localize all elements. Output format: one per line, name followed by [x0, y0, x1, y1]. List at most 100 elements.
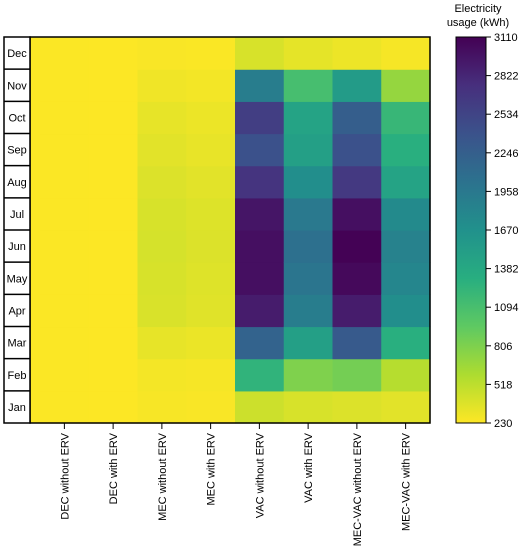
- heatmap-cell: [381, 165, 431, 199]
- month-label: Jun: [8, 241, 26, 253]
- heatmap-cell: [235, 165, 285, 199]
- column-label: MEC-VAC with ERV: [401, 432, 413, 531]
- heatmap-cell: [88, 133, 139, 167]
- heatmap-cell: [283, 101, 334, 135]
- heatmap-cell: [186, 262, 236, 295]
- column-label: MEC-VAC without ERV: [352, 432, 364, 546]
- colorbar-tick-label: 230: [494, 418, 512, 430]
- heatmap-cell: [186, 37, 236, 70]
- heatmap-cell: [40, 165, 90, 199]
- month-label: Dec: [7, 48, 27, 60]
- heatmap-cell: [332, 326, 382, 360]
- heatmap-cell: [88, 230, 139, 263]
- column-labels: DEC without ERV DEC with ERV MEC without E…: [59, 423, 413, 546]
- heatmap-cell: [332, 101, 382, 135]
- heatmap-cell: [332, 262, 382, 295]
- heatmap-cell: [186, 326, 236, 360]
- heatmap-cell: [381, 133, 431, 167]
- colorbar-title-line-2: usage (kWh): [447, 17, 509, 29]
- month-label: May: [7, 273, 28, 285]
- heatmap-cell: [186, 294, 236, 328]
- month-label: Jan: [8, 402, 26, 414]
- heatmap-cell: [88, 37, 139, 70]
- column-label: DEC with ERV: [108, 432, 120, 504]
- month-label-strip: Dec Nov Oct Sep Aug Jul Jun May Apr Mar Feb Jan: [3, 36, 31, 424]
- heatmap-cell: [40, 101, 90, 135]
- colorbar-tick-label: 1958: [494, 186, 518, 198]
- column-label: VAC without ERV: [254, 432, 266, 518]
- heatmap-cell: [137, 165, 187, 199]
- colorbar-tick-label: 3110: [494, 32, 518, 44]
- heatmap-cell: [137, 37, 187, 70]
- heatmap-cell: [235, 390, 285, 424]
- heatmap-cell: [381, 37, 431, 70]
- heatmap-cell: [283, 133, 334, 167]
- heatmap-cell: [332, 69, 382, 102]
- heatmap-cell: [235, 230, 285, 263]
- month-label: Aug: [7, 177, 27, 189]
- heatmap-cell: [332, 37, 382, 70]
- heatmap-cell: [88, 326, 139, 360]
- heatmap-cell: [186, 197, 236, 231]
- heatmap-cell: [40, 294, 90, 328]
- heatmap-cell: [283, 326, 334, 360]
- heatmap-cell: [332, 390, 382, 424]
- heatmap-cell: [332, 294, 382, 328]
- heatmap-cell: [332, 133, 382, 167]
- heatmap-cell: [283, 197, 334, 231]
- colorbar-tick-label: 2246: [494, 148, 518, 160]
- heatmap-cell: [40, 326, 90, 360]
- heatmap-cell: [40, 37, 90, 70]
- colorbar-tick-label: 2534: [494, 109, 518, 121]
- heatmap-cell: [186, 69, 236, 102]
- heatmap-cell: [283, 262, 334, 295]
- heatmap-cell: [137, 294, 187, 328]
- heatmap-cell: [283, 230, 334, 263]
- month-label: Jul: [10, 209, 24, 221]
- heatmap-cell: [381, 230, 431, 263]
- heatmap-cell: [332, 165, 382, 199]
- heatmap-cells: [30, 37, 431, 424]
- colorbar-tick-label: 1670: [494, 225, 518, 237]
- heatmap-cell: [137, 390, 187, 424]
- heatmap-cell: [88, 197, 139, 231]
- heatmap-cell: [186, 165, 236, 199]
- colorbar-tick-label: 806: [494, 341, 512, 353]
- heatmap-cell: [381, 326, 431, 360]
- heatmap-cell: [88, 358, 139, 392]
- heatmap-cell: [235, 133, 285, 167]
- heatmap-cell: [40, 262, 90, 295]
- heatmap-cell: [332, 230, 382, 263]
- heatmap-cell: [88, 101, 139, 135]
- heatmap-cell: [283, 358, 334, 392]
- heatmap-cell: [88, 294, 139, 328]
- heatmap-cell: [381, 358, 431, 392]
- heatmap-cell: [332, 197, 382, 231]
- heatmap-cell: [235, 262, 285, 295]
- column-label: VAC with ERV: [303, 432, 315, 503]
- heatmap-cell: [283, 390, 334, 424]
- heatmap-cell: [283, 37, 334, 70]
- heatmap-cell: [40, 197, 90, 231]
- heatmap-cell: [332, 358, 382, 392]
- heatmap-cell: [40, 230, 90, 263]
- month-label: Mar: [8, 338, 27, 350]
- heatmap-cell: [235, 101, 285, 135]
- colorbar-title-line-1: Electricity: [454, 3, 502, 15]
- colorbar-legend: Electricity usage (kWh) 3110 2822 2534 2246…: [447, 3, 519, 430]
- colorbar-tick-label: 1382: [494, 264, 518, 276]
- colorbar-gradient: [455, 36, 487, 424]
- column-label: DEC without ERV: [59, 432, 71, 519]
- heatmap-cell: [381, 101, 431, 135]
- heatmap-cell: [40, 69, 90, 102]
- heatmap-cell: [186, 390, 236, 424]
- colorbar-tick-label: 1094: [494, 302, 518, 314]
- heatmap-cell: [137, 197, 187, 231]
- month-label: Nov: [7, 80, 27, 92]
- heatmap-cell: [186, 101, 236, 135]
- heatmap-cell: [283, 165, 334, 199]
- heatmap-cell: [88, 165, 139, 199]
- heatmap-cell: [137, 230, 187, 263]
- colorbar-tick-label: 518: [494, 379, 512, 391]
